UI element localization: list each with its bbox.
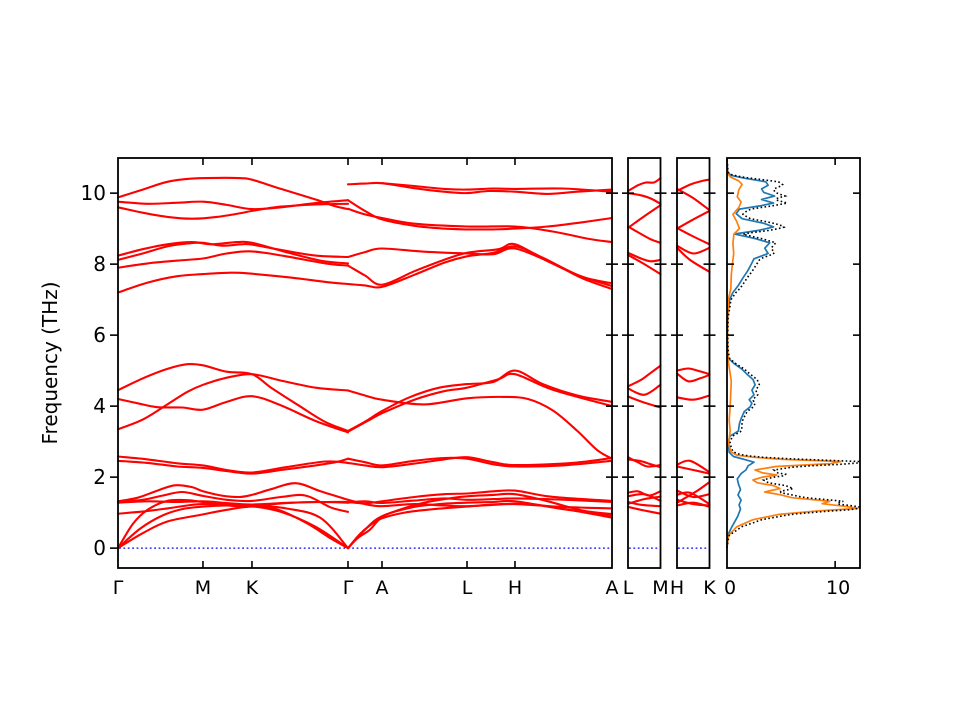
band-curve	[346, 247, 614, 291]
band-curve	[116, 498, 350, 550]
band-curve	[675, 367, 711, 376]
dos-curve-total	[726, 159, 860, 549]
x-axis-label: H	[508, 577, 522, 599]
band-curve	[116, 505, 350, 550]
band-curve	[626, 505, 662, 515]
x-axis-label: H	[670, 577, 684, 599]
band-curve	[116, 500, 350, 506]
band-curve	[626, 364, 662, 388]
band-curve	[675, 465, 711, 475]
band-curve	[675, 226, 711, 246]
band-curve	[116, 240, 350, 265]
band-curve	[626, 495, 662, 505]
band-curve	[346, 199, 614, 231]
x-axis-label: M	[195, 577, 211, 599]
band-curve	[116, 455, 350, 474]
band-curve	[626, 192, 662, 205]
band-curve	[346, 489, 614, 505]
band-curve	[380, 182, 614, 193]
y-tick-label: 10	[81, 181, 106, 205]
band-curve	[675, 372, 711, 383]
band-curve	[675, 244, 711, 255]
y-axis-title: Frequency (THz)	[38, 281, 62, 444]
panel-frame	[627, 157, 662, 569]
band-curve	[346, 456, 614, 469]
y-tick-label: 6	[93, 323, 106, 347]
band-curve	[116, 504, 350, 550]
x-axis-label: L	[623, 577, 634, 599]
band-curve	[116, 202, 350, 220]
band-curve	[346, 242, 614, 286]
panel-dos: 0 10	[724, 157, 861, 599]
band-curve	[675, 491, 711, 506]
dos-tick-label: 10	[826, 577, 850, 599]
x-axis-label: Γ	[343, 577, 354, 599]
band-curve	[675, 209, 711, 230]
band-curve	[626, 251, 662, 263]
band-curve	[675, 187, 711, 212]
band-curve	[675, 459, 711, 474]
band-curve	[346, 498, 614, 510]
band-curve	[675, 489, 711, 499]
y-tick-label: 0	[93, 536, 106, 560]
panel-frame	[676, 157, 711, 569]
band-curve	[346, 389, 614, 460]
band-curve	[626, 204, 662, 229]
band-curve	[675, 481, 711, 504]
x-axis-label: M	[652, 577, 668, 599]
band-curve	[675, 178, 711, 193]
panel-frame	[117, 157, 613, 569]
band-curve	[116, 395, 350, 434]
y-tick-label: 2	[93, 465, 106, 489]
band-curve	[346, 245, 614, 289]
dos-curve-pdos-1	[726, 157, 776, 549]
band-curve	[626, 225, 662, 244]
band-curve	[346, 369, 614, 433]
dos-tick-label: 0	[724, 577, 736, 599]
band-curve	[116, 250, 350, 269]
band-curve	[346, 372, 614, 433]
x-axis-label: K	[703, 577, 716, 599]
band-curve	[626, 383, 662, 396]
band-curve	[346, 207, 614, 244]
band-curve	[626, 490, 662, 497]
band-curve	[116, 362, 350, 433]
band-curve	[675, 394, 711, 401]
band-curve	[116, 271, 350, 294]
x-axis-label: A	[375, 577, 388, 599]
y-tick-label: 4	[93, 394, 106, 418]
band-curve	[675, 246, 711, 273]
panel-frame	[726, 157, 861, 569]
x-axis-label: K	[246, 577, 259, 599]
band-curve	[626, 253, 662, 276]
band-curve	[116, 490, 350, 513]
band-curve	[116, 482, 350, 503]
x-axis-label: Γ	[113, 577, 124, 599]
dos-curve-pdos-2	[726, 157, 859, 549]
x-axis-label: L	[462, 577, 473, 599]
band-curve	[626, 456, 662, 468]
y-tick-label: 8	[93, 252, 106, 276]
band-curve	[116, 241, 350, 261]
band-curve	[116, 373, 350, 431]
band-curve	[626, 177, 662, 193]
x-axis-label: A	[606, 577, 619, 599]
band-curve	[346, 181, 614, 195]
